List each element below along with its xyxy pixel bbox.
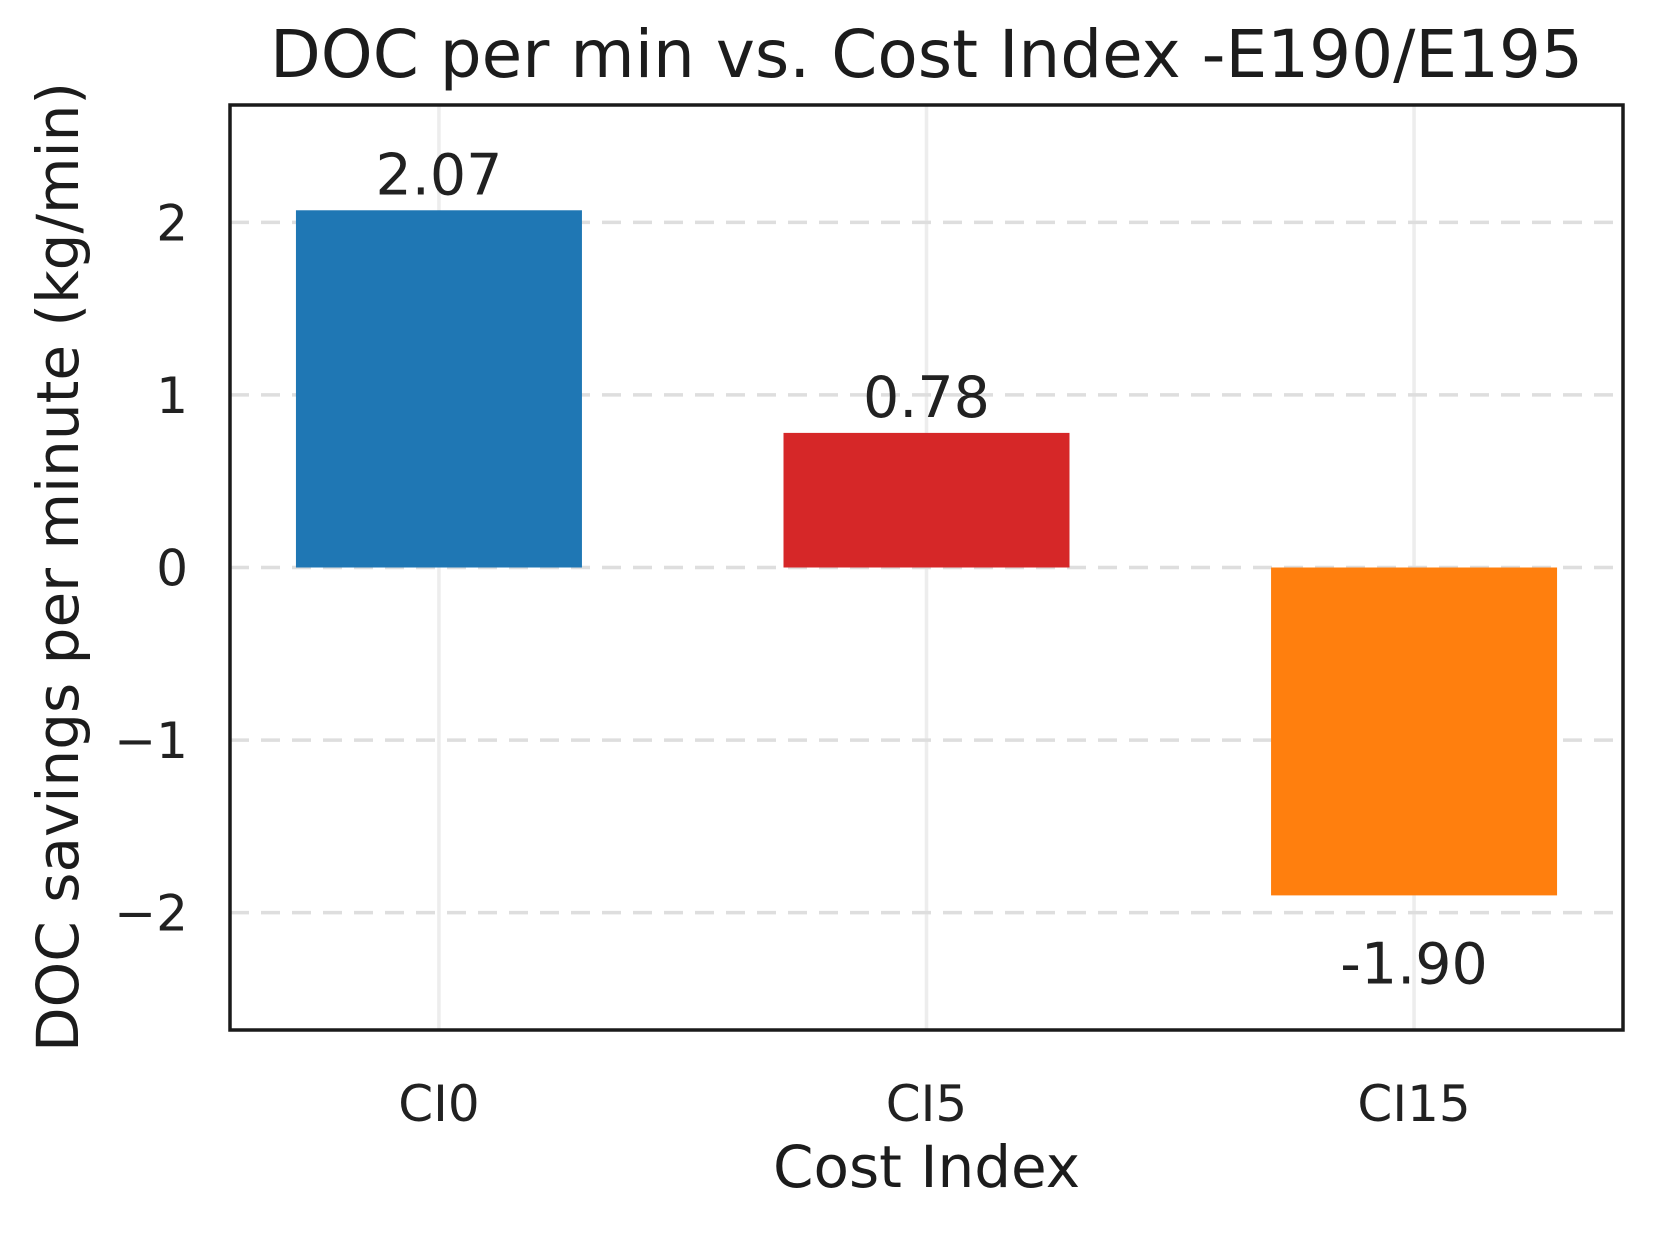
- value-label-CI0: 2.07: [375, 142, 502, 208]
- y-tick-label-2: 2: [156, 194, 188, 252]
- x-tick-label-CI15: CI15: [1357, 1075, 1470, 1133]
- value-label-CI5: 0.78: [863, 365, 990, 431]
- bar-CI5: [783, 432, 1070, 568]
- value-label-CI15: -1.90: [1340, 931, 1487, 997]
- chart-title: DOC per min vs. Cost Index -E190/E195: [269, 16, 1584, 93]
- y-tick-label--1: −1: [114, 712, 188, 770]
- y-tick-label--2: −2: [114, 885, 188, 943]
- bar-CI0: [295, 210, 582, 568]
- x-tick-label-CI0: CI0: [398, 1075, 479, 1133]
- x-axis-label: Cost Index: [772, 1133, 1081, 1201]
- plot-border: [228, 103, 1625, 1032]
- y-tick-label-1: 1: [156, 367, 188, 425]
- bar-CI15: [1271, 567, 1558, 896]
- x-tick-label-CI5: CI5: [886, 1075, 967, 1133]
- y-tick-label-0: 0: [156, 540, 188, 598]
